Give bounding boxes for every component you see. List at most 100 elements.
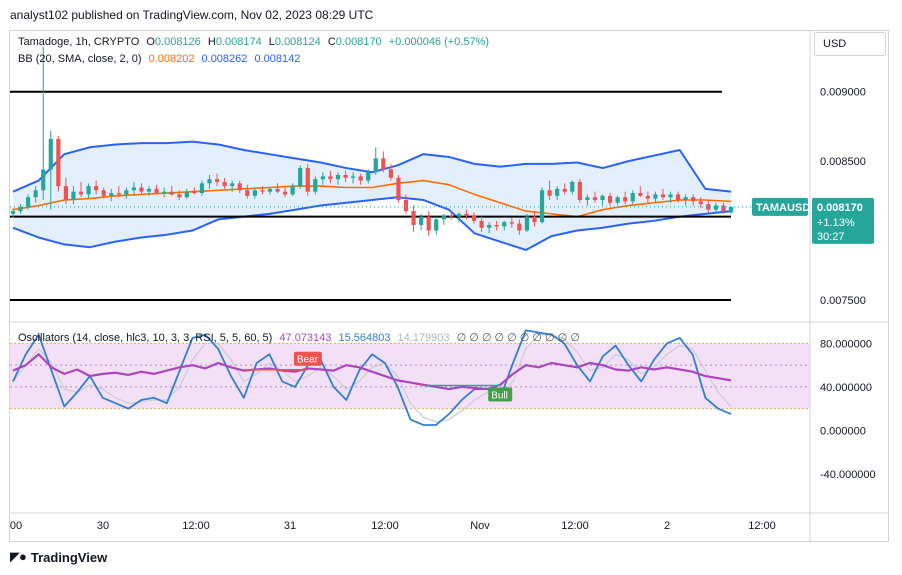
candle <box>721 202 726 214</box>
candle <box>222 177 227 189</box>
candle <box>434 216 439 235</box>
osc-label: Oscillators (14, close, hlc3, 10, 3, 3, … <box>18 332 273 344</box>
candle <box>638 186 643 198</box>
candle-body <box>169 191 174 195</box>
badge-countdown: 30:27 <box>817 231 845 243</box>
candle-body <box>366 172 371 181</box>
candle <box>131 181 137 196</box>
osc-tick-label: 80.000000 <box>820 338 872 350</box>
candle-body <box>698 201 703 205</box>
candle-body <box>199 183 205 194</box>
price-tick-label: 0.008500 <box>820 156 866 168</box>
candle-body <box>502 222 507 227</box>
candle <box>449 211 454 220</box>
bb-label: BB (20, SMA, close, 2, 0) <box>18 53 142 65</box>
oscillator-pane: Bear Bull <box>10 329 810 426</box>
candle-body <box>305 168 310 192</box>
candle-body <box>192 191 197 194</box>
candle <box>298 165 303 189</box>
candle <box>86 183 91 199</box>
candle-body <box>207 179 212 184</box>
candle <box>154 184 159 195</box>
candle-body <box>396 177 401 200</box>
candle-body <box>411 211 416 225</box>
change-value: +0.000046 (+0.57%) <box>388 36 490 48</box>
candle-body <box>222 181 227 187</box>
candle <box>335 172 341 185</box>
candle <box>320 172 325 185</box>
candle <box>237 180 242 194</box>
candle-body <box>721 205 726 212</box>
oscillator-legend: Oscillators (14, close, hlc3, 10, 3, 3, … <box>18 331 584 344</box>
bb-lower-line <box>12 196 732 251</box>
candle <box>419 213 424 231</box>
candle-body <box>517 223 522 231</box>
tradingview-logo[interactable]: ◤● TradingView <box>10 549 107 565</box>
time-tick-label: 12:00 <box>182 520 210 532</box>
candle <box>351 172 356 184</box>
candle-body <box>615 197 620 203</box>
candle-body <box>290 186 295 195</box>
candle-body <box>494 224 499 227</box>
candle <box>366 169 371 184</box>
candle-body <box>162 191 167 194</box>
candle-body <box>456 213 462 217</box>
tradingview-logo-icon: ◤● <box>10 549 27 564</box>
currency-button[interactable]: USD <box>814 32 886 56</box>
candle <box>290 183 295 196</box>
candle <box>600 194 605 206</box>
candle-body <box>26 197 31 207</box>
candle <box>691 194 696 206</box>
osc-tick-label: 40.000000 <box>820 382 872 394</box>
candle <box>373 147 378 175</box>
candle-body <box>577 181 582 200</box>
candle <box>555 186 560 200</box>
candle-body <box>33 190 38 198</box>
osc-empty-values: ∅ ∅ ∅ ∅ ∅ ∅ ∅ ∅ ∅ ∅ <box>456 332 580 344</box>
candle <box>18 204 23 214</box>
symbol-badge <box>752 197 808 216</box>
bb-upper-value: 0.008262 <box>201 53 248 65</box>
rsi-line <box>12 353 732 391</box>
candle-body <box>313 179 318 192</box>
low-value: 0.008124 <box>274 36 321 48</box>
candle-body <box>706 204 711 210</box>
candle-body <box>101 190 106 196</box>
candle-body <box>18 206 23 212</box>
open-label: O <box>146 36 155 48</box>
candle <box>192 187 197 195</box>
candle <box>184 188 189 199</box>
candle <box>139 183 144 195</box>
candle <box>328 170 333 184</box>
candle-body <box>524 216 530 231</box>
candle <box>706 199 711 213</box>
candle <box>479 216 484 232</box>
candle-body <box>638 193 643 196</box>
candle <box>660 188 666 200</box>
candle-body <box>487 224 492 228</box>
osc-tick-label: -40.000000 <box>820 469 876 481</box>
bull-marker: Bull <box>488 387 513 402</box>
candle <box>471 212 477 224</box>
candle-body <box>691 197 696 202</box>
candle <box>10 208 16 219</box>
candle-body <box>124 190 129 195</box>
osc-tick-label: 0.000000 <box>820 425 866 437</box>
candle-body <box>282 191 288 195</box>
candle-body <box>509 222 514 224</box>
candle <box>547 180 552 200</box>
candle-body <box>48 138 53 170</box>
price-box <box>812 197 874 244</box>
bb-fill <box>13 141 731 250</box>
candle <box>532 211 537 227</box>
publisher-line: analyst102 published on TradingView.com,… <box>10 8 374 22</box>
candle-body <box>592 197 598 200</box>
candle-body <box>86 186 91 195</box>
candle <box>623 191 628 205</box>
candle <box>411 205 416 232</box>
candle-body <box>381 158 386 170</box>
candle-body <box>426 216 431 231</box>
candle-body <box>177 194 182 198</box>
candle-body <box>683 197 688 200</box>
